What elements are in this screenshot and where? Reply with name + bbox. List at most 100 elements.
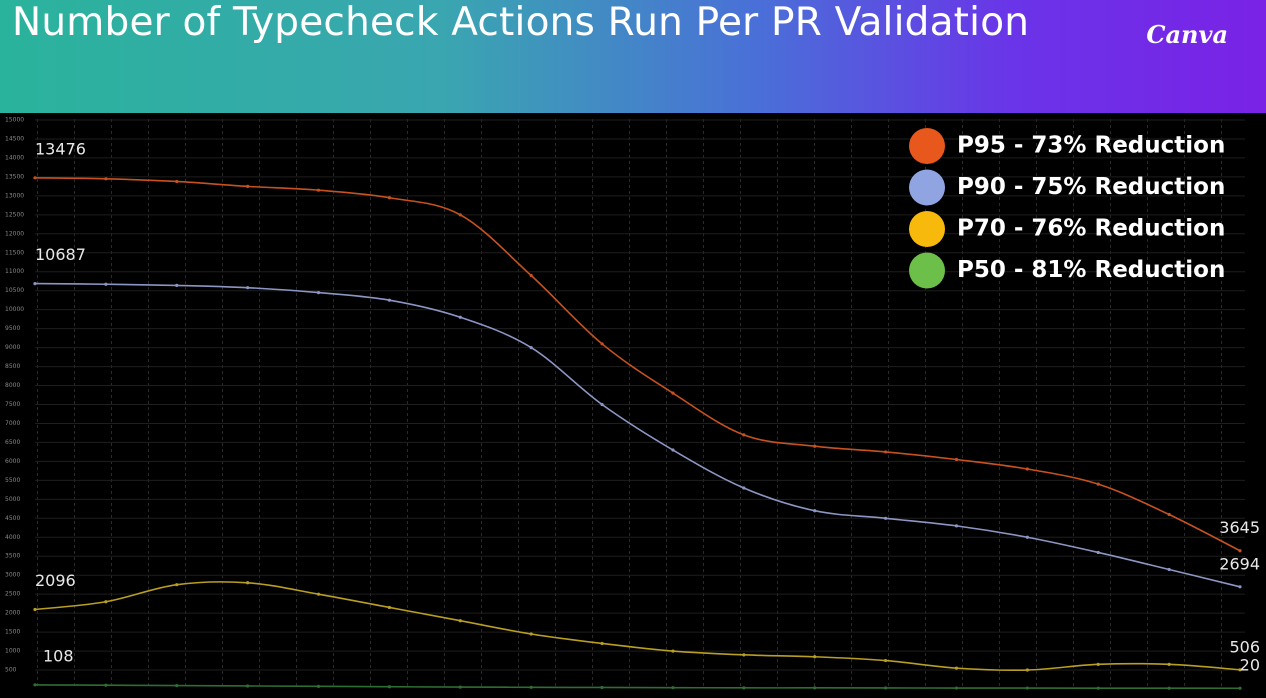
series-line (34, 684, 1241, 690)
y-tick-label: 14500 (5, 135, 24, 142)
y-tick-label: 7500 (5, 401, 20, 408)
point (600, 685, 604, 690)
point (175, 179, 179, 184)
point (1167, 567, 1171, 572)
legend-marker (909, 169, 945, 206)
point (671, 391, 675, 395)
point (33, 282, 37, 286)
y-tick-label: 12500 (5, 211, 24, 218)
point (246, 581, 250, 585)
point (104, 177, 108, 181)
point (954, 524, 959, 528)
legend-label: P90 - 75% Reduction (957, 174, 1225, 200)
point (175, 683, 179, 688)
point (529, 685, 533, 689)
y-tick-label: 10000 (5, 306, 24, 313)
point (742, 433, 746, 437)
point (246, 684, 250, 688)
point (175, 283, 179, 287)
legend-label: P70 - 76% Reduction (957, 216, 1225, 242)
legend-marker (909, 211, 945, 247)
point (316, 592, 321, 596)
point (883, 516, 888, 520)
point (883, 686, 888, 690)
logo: Canva (1146, 20, 1228, 49)
y-tick-label: 4000 (5, 534, 20, 541)
y-tick-label: 8000 (5, 382, 20, 389)
point (33, 176, 37, 180)
data-label: 2096 (35, 571, 76, 590)
point (742, 653, 746, 657)
point (1238, 668, 1242, 672)
point (883, 658, 888, 663)
chart-title: Number of Typecheck Actions Run Per PR V… (12, 0, 1030, 45)
point (883, 450, 888, 454)
y-tick-label: 500 (5, 667, 17, 674)
y-tick-label: 5000 (5, 496, 20, 503)
point (387, 196, 392, 200)
header: Number of Typecheck Actions Run Per PR V… (0, 0, 1266, 113)
point (1238, 549, 1242, 553)
data-label: 2694 (1219, 554, 1260, 573)
series-line (34, 282, 1241, 588)
y-tick-label: 9500 (5, 325, 20, 332)
y-tick-label: 10500 (5, 287, 24, 294)
y-tick-label: 1000 (5, 648, 20, 655)
point (387, 298, 392, 302)
point (742, 686, 746, 690)
point (387, 605, 392, 610)
y-tick-label: 1500 (5, 629, 20, 636)
point (316, 684, 321, 688)
point (316, 188, 321, 192)
point (1025, 467, 1029, 471)
point (175, 583, 179, 587)
point (104, 683, 108, 687)
point (104, 600, 108, 604)
point (1096, 482, 1100, 486)
y-tick-label: 7000 (5, 420, 20, 427)
legend-label: P95 - 73% Reduction (957, 133, 1225, 159)
data-label: 10687 (35, 245, 86, 264)
legend-label: P50 - 81% Reduction (957, 257, 1225, 283)
point (1167, 512, 1171, 517)
point (316, 290, 321, 295)
y-tick-label: 11500 (5, 249, 24, 256)
y-tick-label: 11000 (5, 268, 24, 275)
point (813, 509, 817, 513)
point (1096, 550, 1100, 555)
point (246, 184, 250, 188)
y-tick-label: 6000 (5, 458, 20, 465)
y-tick-label: 14000 (5, 154, 24, 161)
data-label: 506 (1229, 637, 1260, 656)
point (529, 346, 533, 350)
y-tick-label: 13000 (5, 192, 24, 199)
point (1238, 686, 1242, 690)
data-label: 13476 (35, 139, 86, 158)
point (1096, 662, 1100, 666)
y-tick-label: 5500 (5, 477, 20, 484)
point (458, 685, 462, 689)
y-tick-label: 4500 (5, 515, 20, 522)
point (600, 402, 604, 407)
legend-marker (909, 128, 945, 164)
point (458, 619, 462, 623)
point (1096, 686, 1100, 690)
point (600, 342, 604, 346)
point (1238, 585, 1242, 589)
point (671, 649, 675, 653)
point (1025, 535, 1029, 539)
data-label: 3645 (1219, 518, 1260, 537)
point (529, 273, 533, 278)
data-label: 108 (43, 646, 74, 665)
point (387, 685, 392, 689)
point (458, 315, 462, 319)
chart: 500 1000 1500 2000 2500 3000 3500 4000 4500 5000 5… (5, 117, 1260, 690)
point (33, 683, 37, 687)
series-line (34, 581, 1241, 672)
point (1025, 686, 1029, 690)
point (742, 486, 746, 490)
y-tick-label: 15000 (5, 117, 24, 124)
point (671, 448, 675, 452)
y-tick-label: 3000 (5, 572, 20, 579)
